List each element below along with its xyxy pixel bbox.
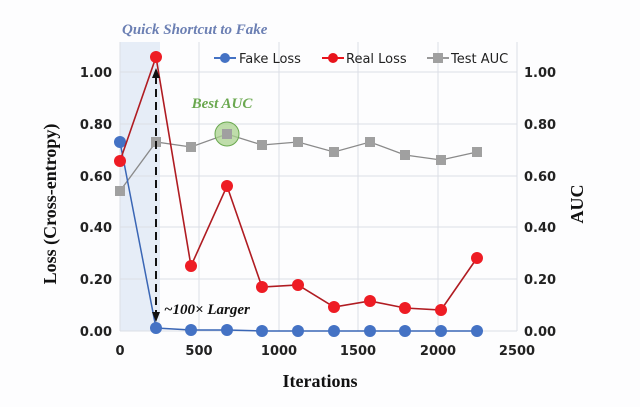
svg-text:Fake Loss: Fake Loss [239,52,301,67]
y-tick: 0.00 [80,325,112,340]
y2-tick: 0.20 [524,273,556,288]
gridlines [119,42,518,332]
shortcut-annotation: Quick Shortcut to Fake [122,22,268,38]
best-auc-annotation: Best AUC [191,96,254,112]
y2-axis-title: AUC [567,185,587,224]
x-tick: 500 [185,344,212,359]
svg-text:Real Loss: Real Loss [346,52,407,67]
x-tick: 1000 [261,344,297,359]
y-axis-title: Loss (Cross-entropy) [40,124,61,285]
y2-tick: 0.80 [524,118,556,133]
x-axis-ticks: 0 500 1000 1500 2000 2500 [115,344,535,359]
x-axis-title: Iterations [283,371,358,391]
legend: Fake Loss Real Loss Test AUC [214,52,508,67]
y-tick: 0.80 [80,118,112,133]
square-marker-icon [433,53,443,63]
x-tick: 2000 [420,344,456,359]
y-axis-left-ticks: 1.00 0.80 0.60 0.40 0.20 0.00 [80,66,112,340]
svg-text:Test AUC: Test AUC [450,52,508,67]
ratio-arrow [152,68,160,322]
y-tick: 0.20 [80,273,112,288]
x-tick: 1500 [340,344,376,359]
y2-tick: 0.40 [524,221,556,236]
circle-marker-icon [328,53,338,63]
series-fake-loss [114,136,483,337]
larger-annotation: ~100× Larger [164,302,250,318]
shortcut-region [120,42,160,331]
legend-item-real-loss: Real Loss [322,52,407,67]
y-tick: 0.60 [80,170,112,185]
legend-item-test-auc: Test AUC [427,52,508,67]
series-real-loss [114,51,483,316]
legend-item-fake-loss: Fake Loss [214,52,301,67]
x-tick: 2500 [499,344,535,359]
y-axis-right-ticks: 1.00 0.80 0.60 0.40 0.20 0.00 [524,66,556,340]
y2-tick: 0.00 [524,325,556,340]
y2-tick: 0.60 [524,170,556,185]
y2-tick: 1.00 [524,66,556,81]
y-tick: 0.40 [80,221,112,236]
y-tick: 1.00 [80,66,112,81]
series-test-auc [115,121,482,196]
circle-marker-icon [220,53,230,63]
x-tick: 0 [115,344,124,359]
